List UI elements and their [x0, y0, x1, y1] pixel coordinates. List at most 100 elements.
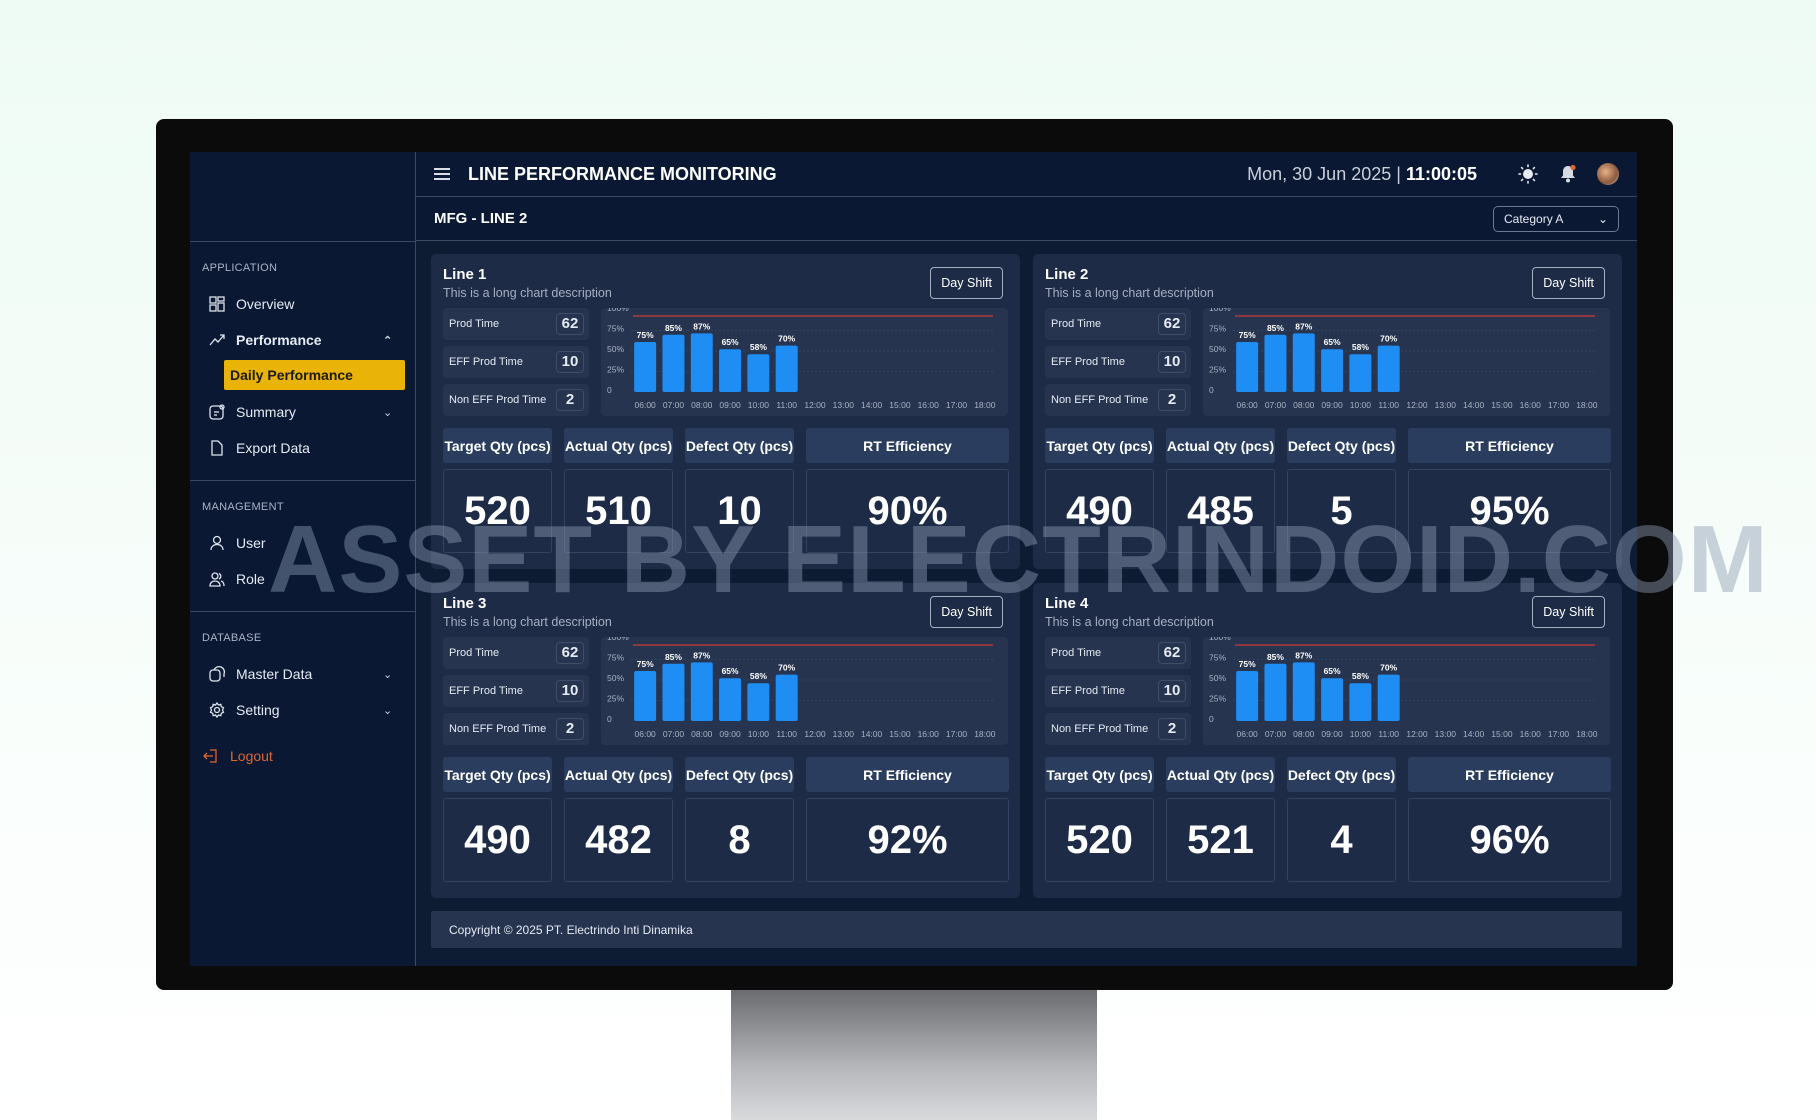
bar: [719, 349, 742, 392]
hourly-efficiency-chart: 0 25% 50% 75% 100% 06:00 75% 07:00 85% 08:00 87% 09…: [601, 308, 1008, 416]
shift-button[interactable]: Day Shift: [930, 596, 1003, 628]
stat-row: Prod Time 62: [443, 637, 589, 669]
chevron-down-icon: ⌄: [383, 704, 393, 717]
shift-button[interactable]: Day Shift: [1532, 267, 1605, 299]
category-select[interactable]: Category A ⌄: [1493, 205, 1619, 232]
x-tick-label: 10:00: [1350, 729, 1372, 739]
card-title: Line 1: [443, 266, 487, 283]
stat-row: EFF Prod Time 10: [1045, 346, 1191, 378]
sidebar-item-overview[interactable]: Overview: [202, 286, 403, 322]
y-tick-label: 25%: [607, 694, 624, 704]
bar-data-label: 58%: [750, 342, 767, 352]
x-tick-label: 09:00: [719, 729, 741, 739]
x-tick-label: 11:00: [776, 729, 797, 739]
x-tick-label: 13:00: [833, 400, 855, 410]
sidebar-heading: MANAGEMENT: [202, 501, 284, 513]
y-tick-label: 0: [1209, 385, 1214, 395]
kpi-header: Defect Qty (pcs): [685, 757, 794, 792]
x-tick-label: 16:00: [1520, 400, 1542, 410]
x-tick-label: 07:00: [1265, 400, 1287, 410]
x-tick-label: 15:00: [1491, 400, 1513, 410]
sidebar-heading: DATABASE: [202, 632, 262, 644]
kpi-value: 490: [1045, 469, 1154, 553]
avatar[interactable]: [1597, 163, 1619, 185]
x-tick-label: 06:00: [1237, 729, 1259, 739]
y-tick-label: 50%: [607, 344, 624, 354]
sun-icon[interactable]: [1517, 163, 1539, 185]
stat-label: Non EFF Prod Time: [449, 723, 547, 735]
stat-value: 2: [556, 718, 584, 740]
menu-icon[interactable]: [434, 165, 450, 183]
y-tick-label: 25%: [1209, 365, 1226, 375]
card-title: Line 4: [1045, 595, 1089, 612]
sidebar-item-role[interactable]: Role: [202, 561, 403, 597]
page-title: LINE PERFORMANCE MONITORING: [468, 163, 777, 184]
x-tick-label: 11:00: [1378, 400, 1399, 410]
shift-button[interactable]: Day Shift: [930, 267, 1003, 299]
bell-icon[interactable]: [1557, 163, 1579, 185]
card-title: Line 2: [1045, 266, 1089, 283]
stat-row: EFF Prod Time 10: [443, 346, 589, 378]
bar: [719, 678, 742, 721]
hourly-efficiency-chart: 0 25% 50% 75% 100% 06:00 75% 07:00 85% 08:00 87% 09…: [1203, 637, 1610, 745]
kpi-value: 510: [564, 469, 673, 553]
bar: [1292, 662, 1315, 721]
kpi-header: RT Efficiency: [1408, 757, 1611, 792]
logout-button[interactable]: Logout: [202, 738, 403, 774]
line-card: Line 1 This is a long chart description …: [431, 254, 1020, 569]
bar-data-label: 87%: [1295, 650, 1312, 660]
bar: [747, 354, 770, 392]
bar-data-label: 85%: [665, 323, 682, 333]
kpi-value: 5: [1287, 469, 1396, 553]
kpi-value: 92%: [806, 798, 1009, 882]
stat-label: EFF Prod Time: [449, 685, 523, 697]
bar: [690, 662, 713, 721]
y-tick-label: 75%: [607, 324, 624, 334]
bar-data-label: 87%: [1295, 321, 1312, 331]
bar-data-label: 75%: [1239, 659, 1256, 669]
sidebar-item-setting[interactable]: Setting ⌄: [202, 692, 403, 728]
x-tick-label: 16:00: [1520, 729, 1542, 739]
bar-data-label: 70%: [1380, 334, 1397, 344]
bar: [662, 663, 685, 721]
bar: [1236, 342, 1259, 392]
sidebar-item-user[interactable]: User: [202, 525, 403, 561]
card-description: This is a long chart description: [443, 286, 612, 300]
kpi-header: Actual Qty (pcs): [1166, 428, 1275, 463]
bar: [1377, 674, 1400, 721]
sidebar-item-summary[interactable]: Summary ⌄: [202, 394, 403, 430]
x-tick-label: 10:00: [748, 400, 770, 410]
sidebar-item-master-data[interactable]: Master Data ⌄: [202, 656, 403, 692]
stat-row: Non EFF Prod Time 2: [1045, 384, 1191, 416]
stat-row: Non EFF Prod Time 2: [443, 384, 589, 416]
stat-value: 10: [556, 351, 584, 373]
logout-label: Logout: [230, 748, 273, 764]
sidebar-item-export-data[interactable]: Export Data: [202, 430, 403, 466]
bar-data-label: 58%: [1352, 671, 1369, 681]
hourly-efficiency-chart: 0 25% 50% 75% 100% 06:00 75% 07:00 85% 08:00 87% 09…: [1203, 308, 1610, 416]
kpi-value: 482: [564, 798, 673, 882]
bar: [1292, 333, 1315, 392]
chevron-up-icon: ⌃: [383, 334, 393, 347]
bar-data-label: 85%: [1267, 652, 1284, 662]
kpi-header: RT Efficiency: [1408, 428, 1611, 463]
y-tick-label: 0: [607, 385, 612, 395]
x-tick-label: 12:00: [804, 400, 826, 410]
sidebar: APPLICATION Overview Performance ⌃ Daily Per…: [190, 152, 416, 966]
x-tick-label: 17:00: [946, 400, 968, 410]
database-icon: [208, 665, 226, 683]
bar-data-label: 87%: [693, 321, 710, 331]
line-card: Line 4 This is a long chart description …: [1033, 583, 1622, 898]
stat-value: 2: [1158, 389, 1186, 411]
x-tick-label: 18:00: [1576, 729, 1598, 739]
x-tick-label: 15:00: [889, 729, 911, 739]
bar: [775, 345, 798, 392]
card-description: This is a long chart description: [1045, 286, 1214, 300]
kpi-value: 485: [1166, 469, 1275, 553]
sidebar-item-performance[interactable]: Performance ⌃: [202, 322, 403, 358]
shift-button[interactable]: Day Shift: [1532, 596, 1605, 628]
x-tick-label: 12:00: [804, 729, 826, 739]
sidebar-item-daily-performance[interactable]: Daily Performance: [224, 360, 405, 390]
user-icon: [208, 534, 226, 552]
bar: [1321, 678, 1344, 721]
